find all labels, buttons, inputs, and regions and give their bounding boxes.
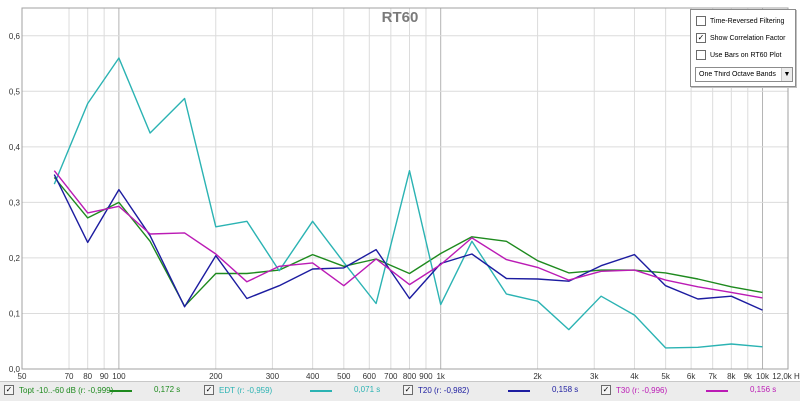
series-line-1 (53, 57, 763, 349)
legend-name-topt: Topt -10..-60 dB (r: -0,999) (19, 385, 114, 395)
y-tick-label: 0,4 (9, 143, 21, 152)
legend-value-edt: 0,071 s (354, 385, 381, 394)
x-tick-label: 600 (363, 372, 377, 381)
x-tick-label: 8k (727, 372, 736, 381)
legend-item-t30[interactable]: ✓ T30 (r: -0,996) (601, 385, 667, 395)
plot-frame (21, 7, 789, 370)
show-correlation-label: Show Correlation Factor (710, 34, 786, 42)
chart-title: RT60 (382, 9, 419, 26)
use-bars-toggle[interactable]: Use Bars on RT60 Plot (696, 50, 781, 60)
x-tick-label: 50 (18, 372, 27, 381)
use-bars-checkbox[interactable] (696, 50, 706, 60)
x-tick-label: 12,0k Hz (772, 372, 800, 381)
legend-swatch-topt (110, 390, 132, 392)
legend-value-t20: 0,158 s (552, 385, 579, 394)
bands-select[interactable]: One Third Octave Bands ▼ (695, 67, 793, 82)
y-tick-label: 0,6 (9, 32, 21, 41)
legend-checkbox-edt[interactable]: ✓ (204, 385, 214, 395)
chevron-down-icon[interactable]: ▼ (781, 68, 792, 81)
x-tick-label: 80 (83, 372, 92, 381)
legend-swatch-t30 (706, 390, 728, 392)
legend-value-topt: 0,172 s (154, 385, 181, 394)
x-tick-label: 500 (337, 372, 351, 381)
legend-name-edt: EDT (r: -0,959) (219, 385, 273, 395)
series-lines (53, 57, 763, 349)
series-line-3 (53, 170, 763, 299)
grid (21, 7, 789, 370)
y-tick-labels: 0,0 0,1 0,2 0,3 0,4 0,5 0,6 (9, 32, 21, 374)
x-tick-label: 7k (708, 372, 717, 381)
legend-checkbox-t30[interactable]: ✓ (601, 385, 611, 395)
x-tick-label: 5k (661, 372, 670, 381)
x-tick-label: 1k (436, 372, 445, 381)
legend-item-edt[interactable]: ✓ EDT (r: -0,959) (204, 385, 272, 395)
legend-swatch-t20 (508, 390, 530, 392)
series-line-2 (53, 174, 763, 311)
legend-item-t20[interactable]: ✓ T20 (r: -0,982) (403, 385, 469, 395)
controls-panel: Time-Reversed Filtering ✓ Show Correlati… (690, 9, 796, 87)
x-tick-labels: 50 70 80 90 100 200 300 400 500 600 700 800 900 1k 2k 3… (18, 372, 800, 381)
legend-bar: ✓ Topt -10..-60 dB (r: -0,999) 0,172 s ✓… (0, 381, 800, 401)
y-tick-label: 0,2 (9, 254, 21, 263)
legend-checkbox-t20[interactable]: ✓ (403, 385, 413, 395)
legend-checkbox-topt[interactable]: ✓ (4, 385, 14, 395)
y-tick-label: 0,0 (9, 365, 21, 374)
x-tick-label: 4k (630, 372, 639, 381)
legend-name-t20: T20 (r: -0,982) (418, 385, 470, 395)
x-tick-label: 3k (590, 372, 599, 381)
x-tick-label: 700 (384, 372, 398, 381)
rt60-chart: 50 70 80 90 100 200 300 400 500 600 700 800 900 1k 2k 3… (0, 0, 800, 381)
x-tick-label: 300 (266, 372, 280, 381)
show-correlation-checkbox[interactable]: ✓ (696, 33, 706, 43)
time-reversed-label: Time-Reversed Filtering (710, 17, 785, 25)
x-tick-label: 100 (112, 372, 126, 381)
time-reversed-toggle[interactable]: Time-Reversed Filtering (696, 16, 784, 26)
x-tick-label: 200 (209, 372, 223, 381)
chart-background (0, 0, 800, 381)
x-tick-label: 400 (306, 372, 320, 381)
legend-name-t30: T30 (r: -0,996) (616, 385, 668, 395)
y-tick-label: 0,1 (9, 309, 21, 318)
x-tick-label: 6k (687, 372, 696, 381)
x-tick-label: 10k (756, 372, 770, 381)
x-tick-label: 900 (419, 372, 433, 381)
legend-item-topt[interactable]: ✓ Topt -10..-60 dB (r: -0,999) (4, 385, 113, 395)
x-tick-label: 9k (744, 372, 753, 381)
y-tick-label: 0,3 (9, 198, 21, 207)
bands-select-value: One Third Octave Bands (699, 71, 776, 78)
legend-value-t30: 0,156 s (750, 385, 777, 394)
legend-swatch-edt (310, 390, 332, 392)
x-tick-label: 70 (65, 372, 74, 381)
show-correlation-toggle[interactable]: ✓ Show Correlation Factor (696, 33, 785, 43)
use-bars-label: Use Bars on RT60 Plot (710, 51, 782, 59)
x-tick-label: 800 (403, 372, 417, 381)
x-tick-label: 2k (533, 372, 542, 381)
time-reversed-checkbox[interactable] (696, 16, 706, 26)
y-tick-label: 0,5 (9, 87, 21, 96)
x-tick-label: 90 (100, 372, 109, 381)
